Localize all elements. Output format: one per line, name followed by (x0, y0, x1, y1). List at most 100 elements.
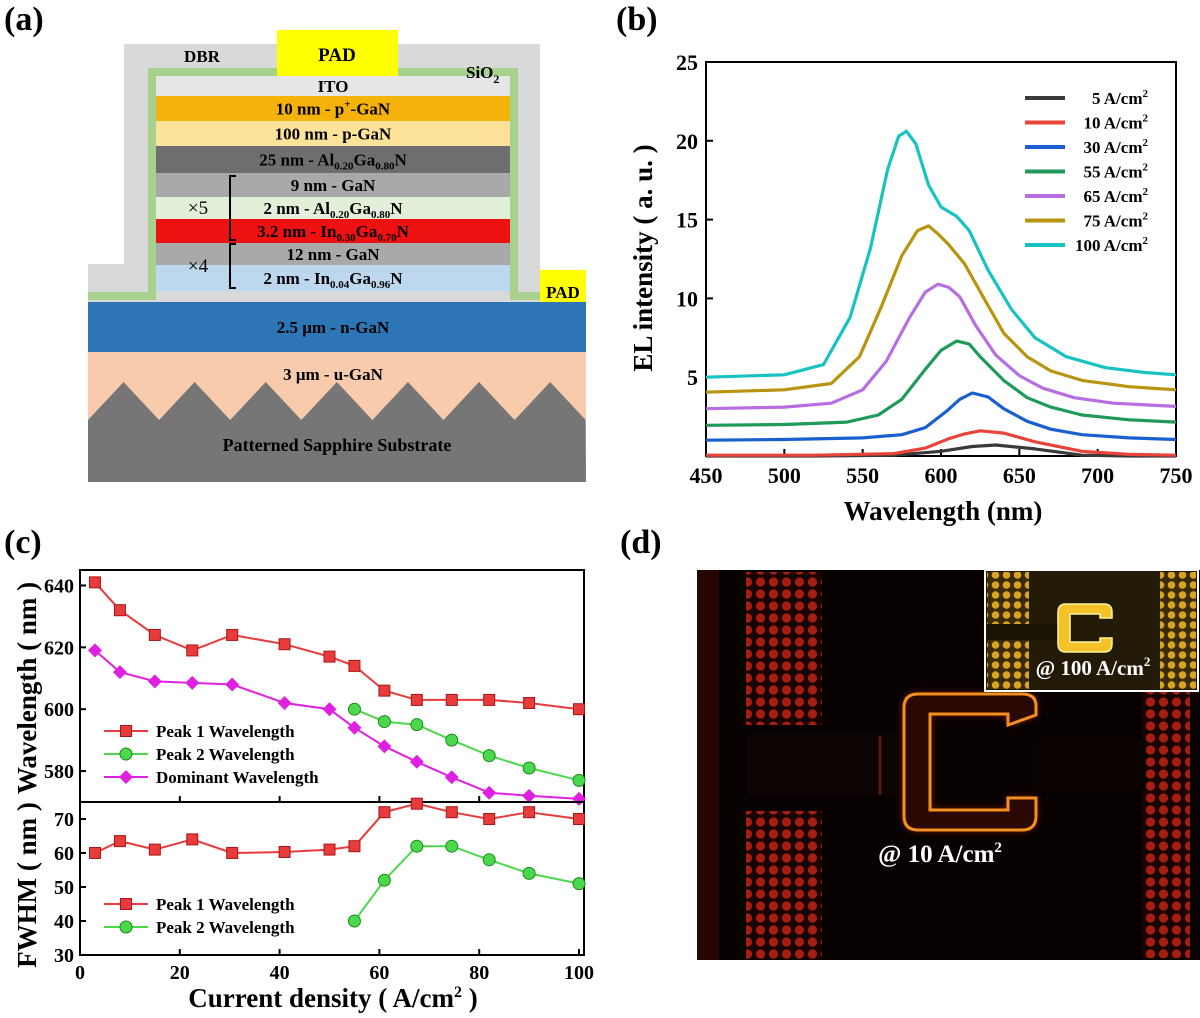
c-marker-square (88, 576, 101, 589)
c-marker-circle (572, 877, 586, 891)
right-electrode-pad (1142, 690, 1190, 958)
c-marker-diamond (409, 754, 424, 769)
b-y-axis-title: EL intensity ( a. u. ) (628, 144, 658, 371)
c-bot-x-tick-label: 0 (75, 962, 85, 984)
b-legend-label: 65 A/cm2 (1083, 186, 1148, 206)
c-marker-square (323, 650, 336, 663)
c-marker-diamond (482, 785, 497, 800)
c-marker-square (113, 604, 126, 617)
c-marker-diamond (87, 643, 102, 658)
c-marker-circle (522, 761, 536, 775)
c-bot-x-tick-label: 40 (270, 962, 290, 984)
c-bot-series-line (94, 802, 580, 855)
c-bot-legend-label: Peak 1 Wavelength (156, 895, 295, 914)
c-bot-y-tick-label: 40 (54, 911, 74, 933)
lower-electrode-pad (746, 811, 822, 959)
c-marker-diamond (185, 675, 200, 690)
b-legend-label: 100 A/cm2 (1075, 235, 1149, 255)
layer-label-1: 100 nm - p-GaN (275, 125, 392, 144)
ito-layer (156, 76, 510, 96)
panel-d-label: (d) (620, 524, 662, 561)
layer-0 (156, 96, 510, 121)
c-marker-square (348, 840, 361, 853)
c-marker-square (445, 693, 458, 706)
c-marker-diamond (522, 788, 537, 803)
c-marker-square (523, 806, 536, 819)
c-marker-square (378, 806, 391, 819)
layer-label-6: 12 nm - GaN (286, 245, 380, 264)
c-marker-square (148, 843, 161, 856)
c-marker-square (573, 703, 586, 716)
c-marker-square (323, 843, 336, 856)
c-marker-square (113, 835, 126, 848)
panel-b-label: (b) (616, 1, 658, 38)
c-bot-legend-label: Peak 2 Wavelength (156, 918, 295, 937)
c-marker-circle (445, 733, 459, 747)
c-marker-square (226, 847, 239, 859)
layer-6 (156, 243, 510, 265)
c-marker-square (410, 693, 423, 706)
c-marker-square (226, 628, 239, 641)
upper-electrode-pad (746, 572, 822, 725)
side-pad (540, 270, 586, 302)
sio2-label: SiO2 (466, 63, 499, 86)
c-marker-diamond (225, 677, 240, 692)
c-marker-circle (572, 773, 586, 787)
c-top-y-tick-label: 620 (44, 637, 74, 659)
c-marker-diamond (147, 674, 162, 689)
substrate-label: Patterned Sapphire Substrate (223, 435, 452, 455)
b-series-line-30 (705, 391, 1177, 442)
b-x-tick-label: 750 (1160, 463, 1193, 488)
b-x-axis-title: Wavelength (nm) (844, 496, 1043, 526)
b-series-line-100 (705, 129, 1177, 379)
panel-d: (d) @ 10 A/cm2 @ 100 A/cm2 (620, 524, 1200, 960)
b-legend-label: 55 A/cm2 (1083, 162, 1148, 182)
b-legend-label: 5 A/cm2 (1092, 88, 1149, 108)
ito-label: ITO (318, 77, 349, 96)
b-y-tick-label: 10 (676, 286, 698, 311)
layer-7 (156, 265, 510, 291)
layer-5 (156, 219, 510, 243)
c-marker-circle (410, 718, 424, 732)
c-marker-circle (482, 853, 496, 867)
c-marker-square (445, 806, 458, 819)
c-bot-y-tick-label: 70 (54, 809, 74, 831)
panel-c-label: (c) (4, 524, 42, 561)
c-top-legend-label: Dominant Wavelength (156, 768, 319, 787)
layer-label-2: 25 nm - Al0.20Ga0.80N (259, 151, 407, 173)
c-bot-y-tick-label: 30 (54, 945, 74, 967)
layer-label-3: 9 nm - GaN (291, 176, 376, 195)
main-current-caption: @ 10 A/cm2 (878, 840, 1002, 868)
layer-label-7: 2 nm - In0.04Ga0.96N (263, 269, 403, 291)
c-bot-y-tick-label: 60 (54, 843, 74, 865)
c-top-legend-label: Peak 1 Wavelength (156, 722, 295, 741)
c-marker-diamond (277, 696, 292, 711)
layer-2 (156, 146, 510, 173)
x4-bracket (229, 243, 236, 289)
c-marker-square (120, 898, 132, 910)
c-marker-square (348, 659, 361, 672)
c-marker-diamond (322, 702, 337, 717)
c-marker-square (483, 813, 496, 825)
c-bot-x-tick-label: 60 (369, 962, 389, 984)
inset-current-caption: @ 100 A/cm2 (1036, 654, 1151, 680)
c-top-y-axis-title: Wavelength ( nm ) (12, 582, 42, 794)
c-marker-circle (347, 914, 361, 928)
c-x-axis-title: Current density ( A/cm2 ) (188, 983, 477, 1013)
c-marker-square (186, 644, 199, 657)
layer-3 (156, 173, 510, 197)
c-bot-x-tick-label: 20 (170, 962, 190, 984)
b-series-line-75 (705, 224, 1177, 394)
c-marker-circle (377, 715, 391, 729)
layer-8 (88, 302, 586, 352)
c-marker-diamond (112, 665, 127, 680)
sapphire-substrate (88, 382, 586, 482)
c-marker-square (483, 693, 496, 706)
b-x-tick-label: 500 (768, 463, 801, 488)
c-marker-square (278, 638, 291, 651)
c-marker-square (410, 797, 423, 810)
c-top-y-tick-label: 600 (44, 699, 74, 721)
c-bot-y-tick-label: 50 (54, 877, 74, 899)
